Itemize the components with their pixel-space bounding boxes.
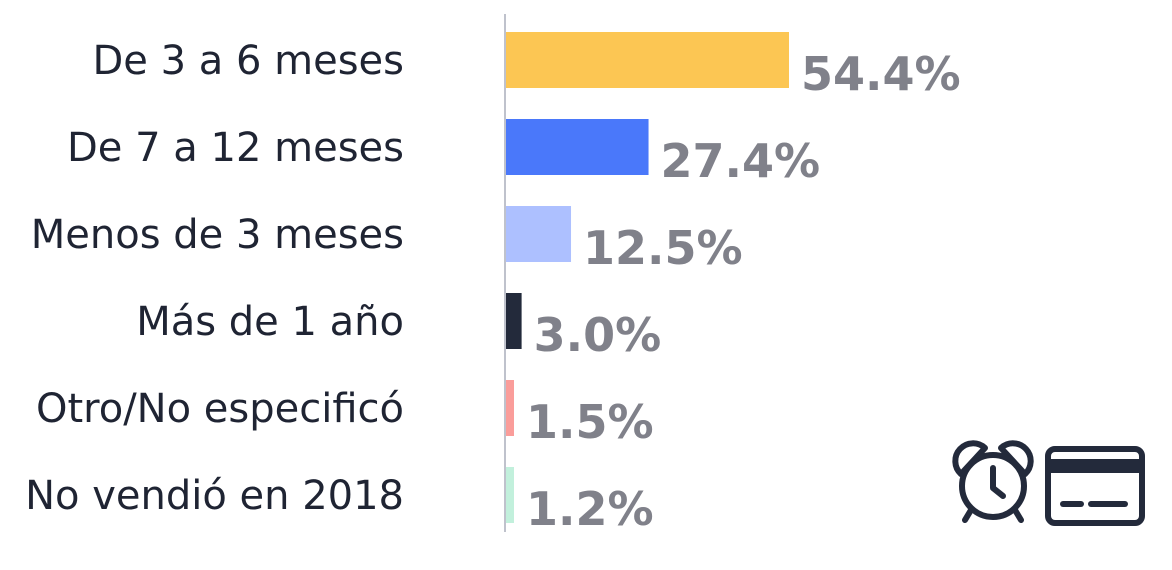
bar xyxy=(506,206,572,262)
category-label: No vendió en 2018 xyxy=(25,473,404,519)
bar xyxy=(506,119,649,175)
category-label: Menos de 3 meses xyxy=(31,212,404,258)
data-label: 54.4% xyxy=(801,47,961,101)
data-label: 1.5% xyxy=(526,395,654,449)
bar xyxy=(506,293,522,349)
category-label: De 7 a 12 meses xyxy=(67,125,404,171)
bar xyxy=(506,467,514,523)
category-label: Más de 1 año xyxy=(136,299,404,345)
bars-layer: De 3 a 6 meses 54.4% De 7 a 12 meses 27.4% M… xyxy=(25,32,961,536)
data-label: 12.5% xyxy=(583,221,743,275)
data-label: 3.0% xyxy=(534,308,662,362)
credit-card-icon xyxy=(1045,446,1145,526)
bar xyxy=(506,380,514,436)
data-label: 1.2% xyxy=(526,482,654,536)
data-label: 27.4% xyxy=(661,134,821,188)
category-label: De 3 a 6 meses xyxy=(92,38,404,84)
bar xyxy=(506,32,789,88)
alarm-clock-icon xyxy=(952,440,1034,523)
category-label: Otro/No especificó xyxy=(36,386,404,432)
